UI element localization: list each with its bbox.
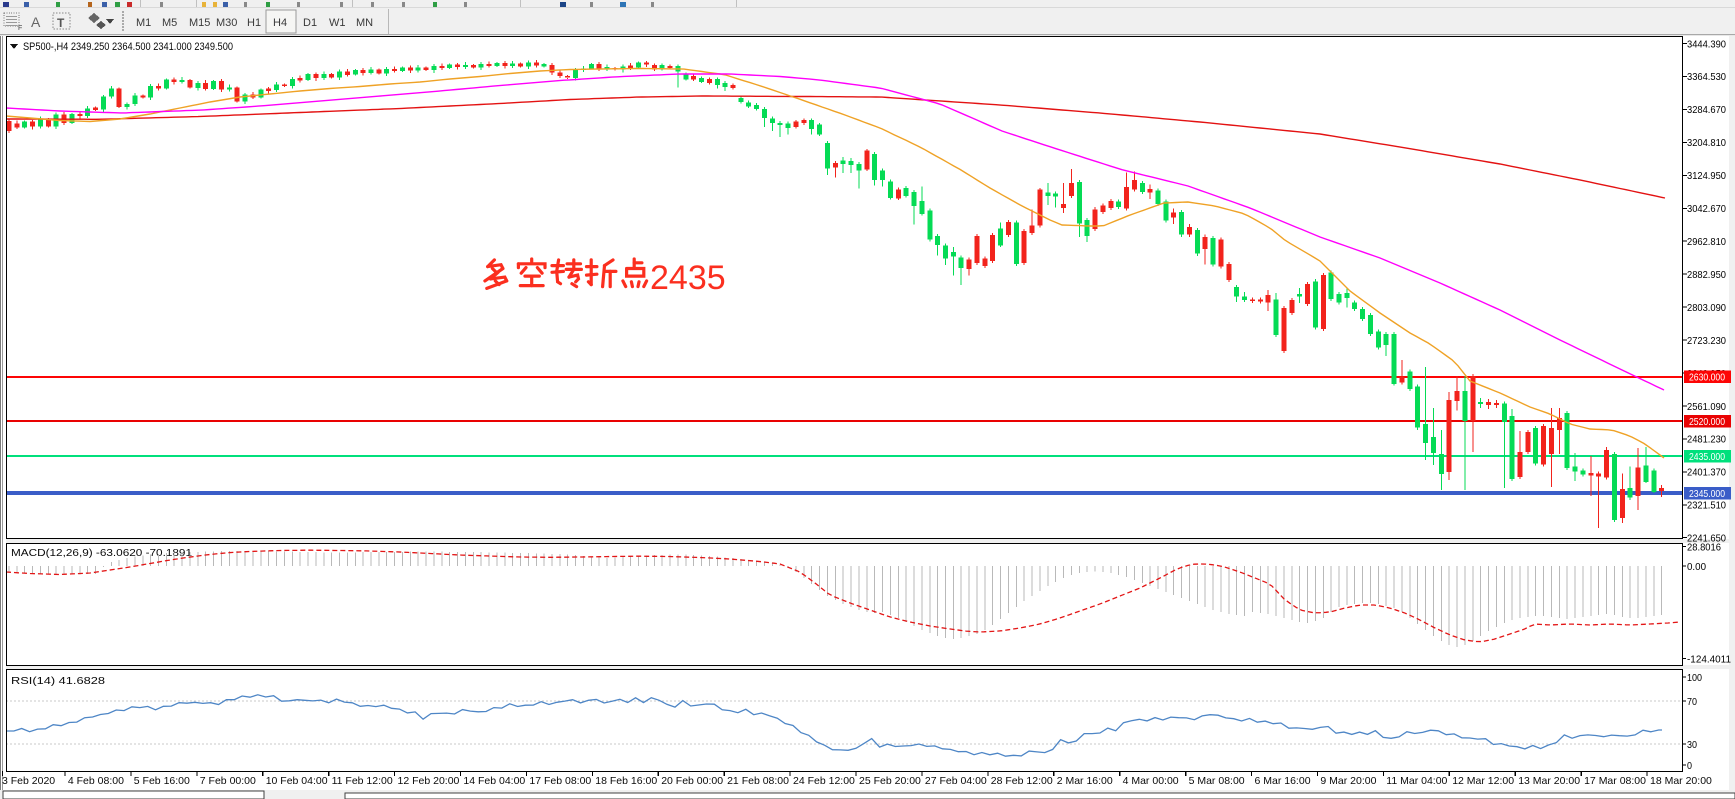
svg-text:17 Feb 08:00: 17 Feb 08:00: [529, 775, 591, 787]
svg-text:2321.510: 2321.510: [1687, 500, 1726, 512]
svg-text:12 Mar 12:00: 12 Mar 12:00: [1452, 775, 1514, 787]
svg-text:70: 70: [1687, 696, 1697, 708]
svg-text:M15: M15: [189, 17, 210, 29]
svg-text:3204.810: 3204.810: [1687, 137, 1726, 149]
svg-text:27 Feb 04:00: 27 Feb 04:00: [925, 775, 987, 787]
svg-text:10 Feb 04:00: 10 Feb 04:00: [266, 775, 328, 787]
svg-text:24 Feb 12:00: 24 Feb 12:00: [793, 775, 855, 787]
svg-text:H4: H4: [273, 17, 287, 29]
svg-text:2345.000: 2345.000: [1689, 488, 1725, 500]
svg-text:18 Feb 16:00: 18 Feb 16:00: [595, 775, 657, 787]
svg-text:7 Feb 00:00: 7 Feb 00:00: [200, 775, 256, 787]
svg-text:2723.230: 2723.230: [1687, 335, 1726, 347]
svg-text:2 Mar 16:00: 2 Mar 16:00: [1057, 775, 1113, 787]
svg-text:5 Mar 08:00: 5 Mar 08:00: [1189, 775, 1245, 787]
svg-text:5 Feb 16:00: 5 Feb 16:00: [134, 775, 190, 787]
svg-text:SP500-,H4 2349.250 2364.500 2: SP500-,H4 2349.250 2364.500 2341.000 234…: [23, 41, 233, 53]
svg-text:0.00: 0.00: [1687, 561, 1706, 573]
svg-text:F: F: [18, 25, 22, 32]
svg-text:2882.950: 2882.950: [1687, 269, 1726, 281]
svg-text:3444.390: 3444.390: [1687, 38, 1726, 50]
svg-text:28 Feb 12:00: 28 Feb 12:00: [991, 775, 1053, 787]
svg-text:2962.810: 2962.810: [1687, 236, 1726, 248]
svg-text:9 Mar 20:00: 9 Mar 20:00: [1320, 775, 1376, 787]
svg-text:4 Mar 00:00: 4 Mar 00:00: [1123, 775, 1179, 787]
svg-text:2481.230: 2481.230: [1687, 434, 1726, 446]
svg-text:2435: 2435: [650, 259, 726, 297]
svg-text:11 Mar 04:00: 11 Mar 04:00: [1386, 775, 1447, 787]
svg-text:2241.650: 2241.650: [1687, 533, 1726, 545]
svg-text:M1: M1: [136, 17, 151, 29]
svg-text:RSI(14) 41.6828: RSI(14) 41.6828: [11, 676, 106, 687]
svg-text:W1: W1: [329, 17, 346, 29]
svg-text:2561.090: 2561.090: [1687, 401, 1726, 413]
svg-text:M30: M30: [216, 17, 237, 29]
svg-text:11 Feb 12:00: 11 Feb 12:00: [332, 775, 393, 787]
svg-text:25 Feb 20:00: 25 Feb 20:00: [859, 775, 921, 787]
svg-text:D1: D1: [303, 17, 317, 29]
svg-text:-124.4011: -124.4011: [1687, 653, 1731, 665]
svg-text:3042.670: 3042.670: [1687, 203, 1726, 215]
svg-text:14 Feb 04:00: 14 Feb 04:00: [463, 775, 525, 787]
svg-text:13 Mar 20:00: 13 Mar 20:00: [1518, 775, 1580, 787]
svg-text:2401.370: 2401.370: [1687, 467, 1726, 479]
svg-text:28.8016: 28.8016: [1687, 541, 1721, 553]
svg-text:30: 30: [1687, 739, 1697, 751]
svg-text:A: A: [31, 14, 41, 30]
svg-text:4 Feb 08:00: 4 Feb 08:00: [68, 775, 124, 787]
svg-text:0: 0: [1687, 760, 1692, 772]
svg-text:12 Feb 20:00: 12 Feb 20:00: [398, 775, 460, 787]
svg-text:2435.000: 2435.000: [1689, 451, 1725, 463]
svg-text:20 Feb 00:00: 20 Feb 00:00: [661, 775, 723, 787]
svg-text:3284.670: 3284.670: [1687, 104, 1726, 116]
svg-text:6 Mar 16:00: 6 Mar 16:00: [1255, 775, 1311, 787]
svg-text:3 Feb 2020: 3 Feb 2020: [2, 775, 55, 787]
svg-text:2803.090: 2803.090: [1687, 302, 1726, 314]
svg-text:2520.000: 2520.000: [1689, 416, 1725, 428]
svg-text:2630.000: 2630.000: [1689, 372, 1725, 384]
svg-text:H1: H1: [247, 17, 261, 29]
svg-text:18 Mar 20:00: 18 Mar 20:00: [1650, 775, 1712, 787]
svg-text:MACD(12,26,9) -63.0620 -70.189: MACD(12,26,9) -63.0620 -70.1891: [11, 548, 193, 559]
svg-text:M5: M5: [162, 17, 177, 29]
svg-text:21 Feb 08:00: 21 Feb 08:00: [727, 775, 789, 787]
svg-text:100: 100: [1687, 672, 1702, 684]
svg-text:3124.950: 3124.950: [1687, 170, 1726, 182]
svg-text:MN: MN: [356, 17, 373, 29]
svg-text:3364.530: 3364.530: [1687, 71, 1726, 83]
svg-text:T: T: [57, 16, 65, 30]
svg-text:17 Mar 08:00: 17 Mar 08:00: [1584, 775, 1646, 787]
